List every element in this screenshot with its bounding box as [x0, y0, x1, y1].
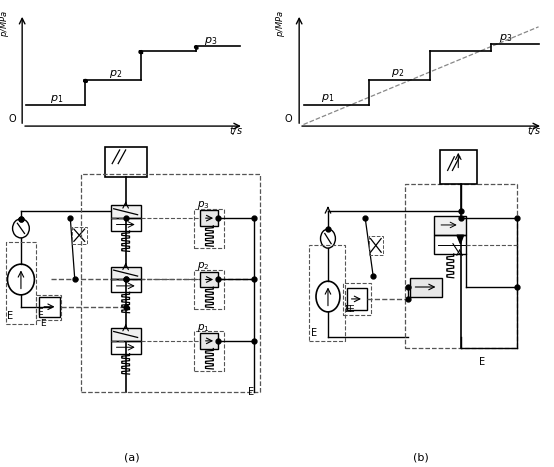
Bar	[36, 295, 61, 320]
Text: O: O	[285, 114, 292, 125]
Bar	[111, 328, 141, 341]
Bar	[201, 211, 218, 226]
Bar	[309, 246, 345, 341]
Text: E: E	[40, 318, 46, 328]
Text: $p_3$: $p_3$	[204, 35, 218, 47]
Text: $p_1$: $p_1$	[197, 322, 210, 334]
Text: $p_3$: $p_3$	[197, 199, 210, 211]
Text: $p$/MPa: $p$/MPa	[274, 10, 286, 37]
Text: $p_1$: $p_1$	[50, 93, 63, 106]
Text: $t$/s: $t$/s	[229, 124, 243, 137]
Text: $p$/MPa: $p$/MPa	[0, 10, 11, 37]
Text: E: E	[345, 305, 350, 314]
Bar	[39, 297, 60, 317]
Bar	[434, 216, 466, 235]
Text: $p_1$: $p_1$	[321, 92, 334, 105]
Polygon shape	[457, 235, 464, 244]
Bar	[81, 174, 260, 392]
Bar	[440, 150, 477, 184]
Bar	[111, 218, 141, 231]
Text: $t$/s: $t$/s	[527, 124, 541, 137]
Bar	[194, 332, 224, 371]
Bar	[405, 184, 517, 347]
Bar	[347, 288, 367, 310]
Text: $p_2$: $p_2$	[391, 67, 404, 79]
Text: E: E	[479, 357, 485, 367]
Bar	[111, 341, 141, 354]
Text: O: O	[8, 114, 16, 125]
Bar	[342, 283, 371, 315]
Bar	[411, 278, 442, 297]
Text: $p_2$: $p_2$	[197, 261, 210, 272]
Bar	[6, 242, 36, 324]
Bar	[105, 147, 147, 177]
Bar	[111, 205, 141, 218]
Bar	[434, 235, 466, 254]
Text: E: E	[8, 311, 14, 321]
Bar	[111, 267, 141, 279]
Bar	[72, 226, 87, 244]
Text: E: E	[348, 305, 353, 314]
Text: E: E	[311, 328, 317, 338]
Bar	[194, 209, 224, 248]
Bar	[111, 279, 141, 292]
Text: (a): (a)	[124, 452, 140, 462]
Bar	[201, 272, 218, 287]
Bar	[194, 270, 224, 309]
Text: $p_2$: $p_2$	[109, 68, 122, 80]
Bar	[368, 236, 383, 255]
Text: (b): (b)	[413, 452, 429, 462]
Bar	[201, 333, 218, 348]
Text: E: E	[248, 388, 254, 397]
Text: $p_3$: $p_3$	[499, 32, 513, 43]
Text: E: E	[38, 308, 43, 317]
